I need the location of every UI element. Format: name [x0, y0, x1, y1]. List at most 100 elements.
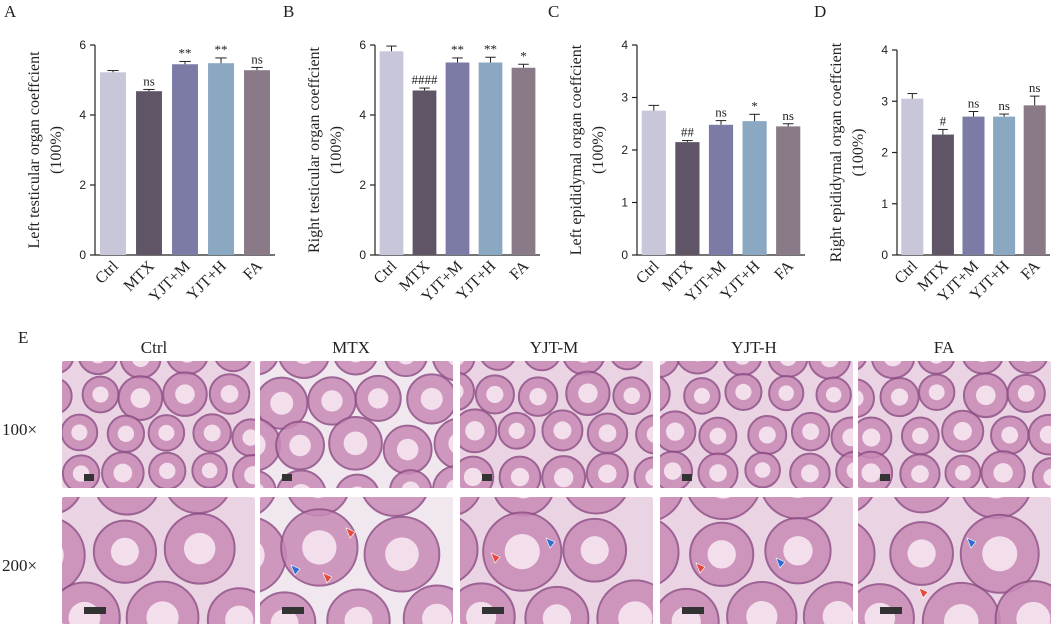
bar-d-1 — [931, 134, 954, 255]
significance-label-d-4: ns — [1029, 80, 1041, 95]
magnification-label-100x: 100× — [2, 420, 38, 439]
histology-image-yjt-m-200x — [460, 497, 653, 624]
bar-b-1 — [412, 90, 437, 255]
histology-image-fa-200x — [858, 497, 1051, 624]
histology-group-label-yjt-m: YJT-M — [529, 338, 579, 357]
bar-a-2 — [172, 64, 198, 255]
panel-letter-a: A — [4, 2, 17, 21]
y-tick-label-d-4: 4 — [881, 43, 888, 57]
significance-label-a-4: ns — [251, 51, 263, 66]
tissue-section-graphic — [660, 497, 853, 624]
histology-image-mtx-100x — [260, 361, 453, 488]
bar-d-4 — [1023, 105, 1046, 255]
significance-label-c-1: ## — [681, 125, 695, 140]
tissue-section-graphic — [858, 497, 1051, 624]
tissue-section-graphic — [460, 361, 653, 488]
significance-label-b-4: * — [520, 48, 527, 63]
histology-group-label-fa: FA — [933, 338, 955, 357]
y-tick-label-a-0: 0 — [79, 248, 86, 262]
significance-label-d-3: ns — [998, 98, 1010, 113]
bar-c-0 — [641, 110, 666, 255]
y-tick-label-d-2: 2 — [881, 146, 888, 160]
histology-image-ctrl-100x — [62, 361, 255, 488]
histology-image-yjt-h-100x — [660, 361, 853, 488]
significance-label-c-3: * — [751, 98, 758, 113]
histology-image-mtx-200x — [260, 497, 453, 624]
y-tick-label-a-1: 2 — [79, 178, 86, 192]
bar-d-3 — [993, 116, 1016, 255]
histology-image-yjt-h-200x — [660, 497, 853, 624]
y-axis-title-d-line-2: (100%) — [850, 129, 867, 177]
histology-image-ctrl-200x — [62, 497, 255, 624]
bar-c-1 — [675, 142, 700, 255]
bar-d-2 — [962, 116, 985, 255]
y-tick-label-c-2: 2 — [621, 143, 628, 157]
bar-c-2 — [708, 124, 734, 255]
y-tick-label-b-0: 0 — [359, 248, 366, 262]
bar-c-3 — [742, 121, 767, 255]
significance-label-c-4: ns — [782, 108, 794, 123]
bar-a-4 — [244, 70, 270, 255]
histology-image-yjt-m-100x — [460, 361, 653, 488]
y-tick-label-d-1: 1 — [881, 197, 888, 211]
bar-b-2 — [445, 62, 470, 255]
bar-d-0 — [901, 98, 924, 255]
histology-group-label-yjt-h: YJT-H — [731, 338, 777, 357]
bar-b-4 — [511, 67, 536, 255]
significance-label-b-3: ** — [484, 41, 497, 56]
y-tick-label-c-4: 4 — [621, 38, 628, 52]
significance-label-a-3: ** — [215, 42, 228, 57]
histology-group-label-mtx: MTX — [332, 338, 370, 357]
y-tick-label-d-0: 0 — [881, 248, 888, 262]
y-axis-title-c-line-2: (100%) — [590, 126, 607, 174]
significance-label-d-2: ns — [968, 96, 980, 111]
x-tick-label-a-2: YJT+M — [146, 258, 194, 306]
histology-image-fa-100x — [858, 361, 1051, 488]
tissue-section-graphic — [260, 361, 453, 488]
tissue-section-graphic — [660, 361, 853, 488]
significance-label-b-1: #### — [412, 72, 439, 87]
y-axis-title-c-line-1: Left epididymal organ coeffcient — [568, 44, 585, 255]
significance-label-a-1: ns — [143, 73, 155, 88]
y-tick-label-c-3: 3 — [621, 91, 628, 105]
significance-label-b-2: ** — [451, 42, 464, 57]
y-tick-label-c-1: 1 — [621, 196, 628, 210]
tissue-section-graphic — [460, 497, 653, 624]
histology-group-label-ctrl: Ctrl — [140, 338, 168, 357]
x-tick-label-a-0: Ctrl — [92, 257, 122, 287]
x-tick-label-a-3: YJT+H — [184, 257, 230, 303]
bar-a-3 — [208, 63, 234, 256]
x-tick-label-a-4: FA — [240, 257, 266, 283]
y-tick-label-a-2: 4 — [79, 108, 86, 122]
tissue-section-graphic — [260, 497, 453, 624]
x-tick-label-c-4: FA — [771, 257, 797, 283]
y-tick-label-d-3: 3 — [881, 94, 888, 108]
y-axis-title-a-line-1: Left testicular organ coeffcient — [26, 51, 43, 249]
bar-b-0 — [379, 51, 404, 255]
panel-letter-d: D — [814, 2, 827, 21]
bar-a-1 — [136, 91, 162, 255]
panel-letter-e: E — [18, 328, 29, 347]
bar-b-3 — [478, 62, 503, 255]
y-tick-label-b-1: 2 — [359, 178, 366, 192]
tissue-section-graphic — [858, 361, 1051, 488]
tissue-section-graphic — [62, 361, 255, 488]
bar-charts-canvas: 0 2 4 6 Left testicular organ coeffcient (100… — [26, 38, 1050, 306]
y-axis-title-b-line-1: Right testicular organ coeffcient — [306, 46, 323, 253]
y-axis-title-a-line-2: (100%) — [48, 126, 65, 174]
bar-a-0 — [100, 72, 126, 255]
y-axis-title-d-line-1: Right epididymal organ coeffcient — [828, 42, 845, 262]
magnification-label-200x: 200× — [2, 556, 38, 575]
tissue-section-graphic — [62, 497, 255, 624]
bar-c-4 — [776, 126, 801, 255]
y-axis-title-b-line-2: (100%) — [328, 126, 345, 174]
significance-label-c-2: ns — [715, 105, 727, 120]
x-tick-label-b-4: FA — [507, 257, 533, 283]
y-tick-label-a-3: 6 — [79, 38, 86, 52]
y-tick-label-c-0: 0 — [621, 248, 628, 262]
y-tick-label-b-3: 6 — [359, 38, 366, 52]
panel-letter-c: C — [548, 2, 560, 21]
y-tick-label-b-2: 4 — [359, 108, 366, 122]
significance-label-d-1: # — [940, 113, 947, 128]
panel-letter-b: B — [283, 2, 295, 21]
